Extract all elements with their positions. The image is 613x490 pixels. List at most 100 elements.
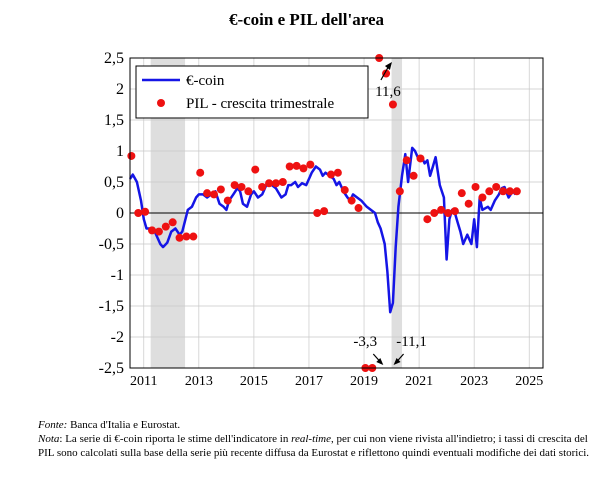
x-tick-label-6: 2023	[460, 374, 488, 389]
annotation-arrowhead-1	[376, 358, 384, 365]
gdp-point-51	[478, 193, 487, 202]
gdp-point-32	[347, 196, 356, 205]
plot-frame	[129, 57, 544, 369]
gdp-point-10	[196, 168, 205, 177]
gdp-point-13	[216, 185, 225, 194]
gdp-point-19	[258, 182, 267, 191]
chart-title: €-coin e PIL dell'area	[228, 10, 385, 29]
x-tick-label-3: 2017	[295, 374, 323, 389]
gdp-point-40	[402, 156, 411, 165]
gdp-point-53	[492, 182, 501, 191]
y-tick-label-5: 0	[116, 205, 124, 222]
gdp-point-48	[457, 189, 466, 198]
gdp-point-11	[203, 189, 212, 198]
gdp-point-4	[154, 227, 163, 236]
ecoin-series	[128, 146, 517, 314]
y-tick-label-4: 0,5	[104, 174, 124, 191]
note-text-2: , per cui non viene rivista all'indietro…	[38, 433, 590, 459]
gdp-point-54	[499, 187, 508, 196]
x-tick-label-7: 2025	[515, 374, 543, 389]
gdp-point-46	[444, 209, 453, 217]
y-tick-labels: 2,5 2 1,5 1 0,5 0 -0,5 -1 -1,5 -2 -2,5	[99, 50, 124, 377]
gdp-point-8	[182, 232, 191, 241]
gdp-point-28	[320, 207, 329, 216]
gdp-point-44	[430, 209, 439, 217]
y-tick-label-2: 1,5	[104, 112, 124, 129]
gdp-point-49	[464, 199, 473, 208]
gdp-point-17	[244, 187, 253, 196]
gdp-point-56	[512, 187, 521, 196]
source-note: Fonte: Banca d'Italia e Eurostat.	[38, 418, 598, 432]
gdp-point-16	[237, 182, 246, 191]
gdp-point-50	[471, 182, 480, 191]
gdp-point-27	[313, 209, 322, 217]
source-label: Fonte:	[38, 419, 68, 431]
gdp-point-29	[326, 170, 335, 179]
gdp-point-43	[423, 215, 432, 224]
annotations: 11,6 -3,3 -11,1	[353, 62, 427, 365]
gdp-point-38	[388, 100, 397, 109]
legend-label-gdp: PIL - crescita trimestrale	[186, 96, 334, 112]
gdp-point-33	[354, 204, 363, 213]
gdp-point-0	[127, 151, 136, 160]
legend-dot-swatch	[157, 99, 165, 107]
gdp-point-15	[230, 181, 239, 190]
y-tick-label-8: -1,5	[99, 298, 124, 315]
gdp-point-21	[271, 179, 280, 188]
gdp-point-41	[409, 171, 418, 180]
gdp-point-23	[285, 162, 294, 171]
gdp-point-52	[485, 187, 494, 196]
gdp-point-7	[175, 233, 184, 242]
y-tick-label-1: 2	[116, 81, 124, 98]
gdp-point-26	[306, 160, 315, 169]
gdp-point-47	[450, 207, 459, 216]
gdp-point-30	[333, 168, 342, 177]
x-tick-label-5: 2021	[405, 374, 433, 389]
notes: Fonte: Banca d'Italia e Eurostat. Nota: …	[38, 418, 598, 460]
y-tick-label-10: -2,5	[99, 360, 124, 377]
y-tick-label-0: 2,5	[104, 50, 124, 67]
x-tick-label-0: 2011	[130, 374, 157, 389]
gdp-point-31	[340, 186, 349, 195]
gdp-point-3	[148, 226, 157, 235]
gdp-point-45	[437, 205, 446, 214]
gdp-point-20	[265, 179, 274, 188]
annotation-arrowhead-2	[393, 358, 401, 365]
annotation-label-0: 11,6	[375, 84, 401, 100]
x-tick-labels: 2011 2013 2015 2017 2019 2021 2023 2025	[130, 374, 543, 389]
gdp-point-12	[209, 190, 218, 199]
annotation-arrowhead-0	[384, 62, 392, 70]
gdp-point-39	[395, 187, 404, 196]
gdp-point-22	[278, 178, 287, 186]
gdp-point-42	[416, 154, 425, 163]
y-tick-label-3: 1	[116, 143, 124, 160]
x-tick-label-2: 2015	[240, 374, 268, 389]
gdp-point-9	[189, 232, 198, 241]
x-tick-label-1: 2013	[185, 374, 213, 389]
legend-label-ecoin: €-coin	[186, 73, 225, 89]
gdp-point-14	[223, 196, 232, 205]
y-tick-label-9: -2	[111, 329, 124, 346]
gdp-point-55	[505, 187, 514, 196]
chart: 2,521,510,50-0,5-1-1,5-2-2,5 2011 2013 201…	[99, 50, 544, 389]
ecoin-line	[128, 146, 517, 314]
gdp-point-2	[141, 207, 150, 216]
y-tick-label-6: -0,5	[99, 236, 124, 253]
annotation-label-2: -11,1	[396, 334, 427, 350]
gdp-point-18	[251, 165, 260, 174]
note-text-1: : La serie di €-coin riporta le stime de…	[59, 433, 292, 445]
method-note: Nota: La serie di €-coin riporta le stim…	[38, 432, 598, 460]
gdp-point-6	[168, 218, 177, 227]
gdp-point-24	[292, 161, 301, 170]
note-label: Nota	[38, 433, 60, 445]
source-text: Banca d'Italia e Eurostat.	[67, 419, 181, 431]
note-italic: real-time	[291, 433, 332, 445]
legend: €-coin PIL - crescita trimestrale	[135, 65, 369, 119]
gdp-point-5	[161, 222, 170, 231]
x-tick-label-4: 2019	[350, 374, 378, 389]
legend-box	[135, 65, 369, 119]
annotation-label-1: -3,3	[353, 334, 377, 350]
y-tick-label-7: -1	[111, 267, 124, 284]
gdp-point-1	[134, 209, 143, 217]
gdp-point-25	[299, 164, 308, 173]
